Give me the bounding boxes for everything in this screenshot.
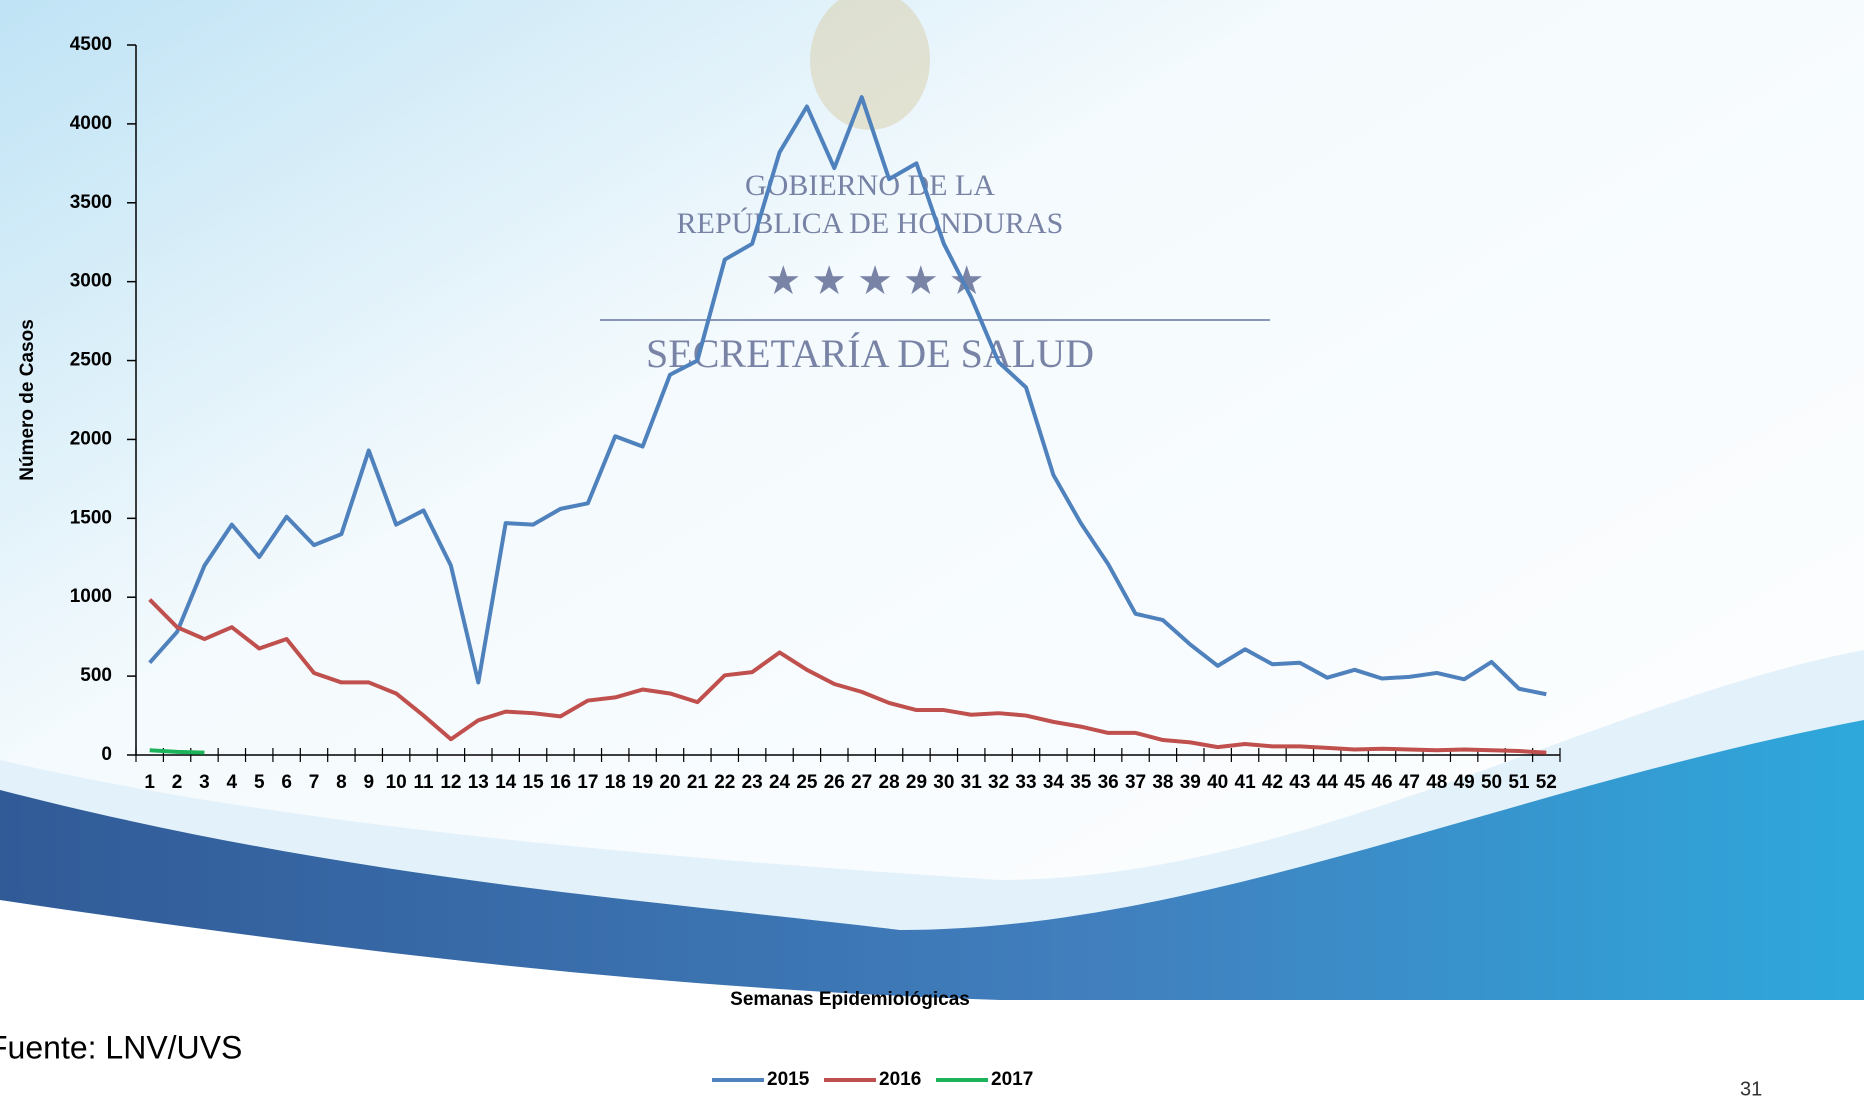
- legend-label: 2017: [991, 1069, 1033, 1090]
- x-tick-label: 2: [172, 772, 183, 793]
- x-tick-label: 34: [1043, 772, 1065, 793]
- logo-stars: ★ ★ ★ ★ ★: [765, 258, 984, 303]
- x-tick-label: 27: [851, 772, 872, 793]
- x-tick-label: 3: [199, 772, 210, 793]
- x-tick-label: 28: [879, 772, 900, 793]
- x-tick-label: 9: [363, 772, 374, 793]
- x-tick-label: 36: [1098, 772, 1119, 793]
- x-tick-label: 18: [605, 772, 626, 793]
- x-tick-label: 25: [796, 772, 818, 793]
- logo-text: GOBIERNO DE LA: [745, 169, 995, 202]
- x-tick-label: 45: [1344, 772, 1366, 793]
- page-number: 31: [1740, 1078, 1762, 1099]
- x-tick-label: 20: [659, 772, 680, 793]
- x-tick-label: 47: [1399, 772, 1420, 793]
- x-tick-label: 43: [1289, 772, 1310, 793]
- x-tick-label: 42: [1262, 772, 1283, 793]
- x-tick-label: 49: [1454, 772, 1475, 793]
- x-tick-label: 39: [1180, 772, 1201, 793]
- legend-label: 2016: [879, 1069, 921, 1090]
- x-tick-label: 38: [1152, 772, 1173, 793]
- x-tick-label: 37: [1125, 772, 1146, 793]
- x-tick-label: 46: [1371, 772, 1392, 793]
- x-tick-label: 33: [1015, 772, 1036, 793]
- x-tick-label: 23: [742, 772, 763, 793]
- x-tick-label: 32: [988, 772, 1009, 793]
- x-tick-label: 19: [632, 772, 653, 793]
- y-tick-label: 3500: [70, 192, 112, 213]
- x-axis-title: Semanas Epidemiológicas: [730, 989, 970, 1010]
- x-tick-label: 26: [824, 772, 845, 793]
- logo-text: SECRETARÍA DE SALUD: [646, 331, 1094, 376]
- x-tick-label: 7: [309, 772, 320, 793]
- source: Fuente: LNV/UVS: [0, 1029, 242, 1065]
- x-tick-label: 6: [281, 772, 292, 793]
- y-tick-label: 500: [80, 665, 112, 686]
- x-tick-label: 30: [933, 772, 954, 793]
- y-tick-label: 2000: [70, 428, 112, 449]
- y-axis-title: Número de Casos: [17, 319, 38, 481]
- x-tick-label: 41: [1235, 772, 1257, 793]
- x-tick-label: 31: [961, 772, 983, 793]
- x-tick-label: 17: [577, 772, 598, 793]
- y-tick-label: 1500: [70, 507, 112, 528]
- slide: GOBIERNO DE LA REPÚBLICA DE HONDURAS ★ ★…: [0, 0, 1864, 1099]
- y-tick-label: 4000: [70, 113, 112, 134]
- x-tick-label: 4: [227, 772, 238, 793]
- x-tick-label: 52: [1536, 772, 1557, 793]
- legend-label: 2015: [767, 1069, 810, 1090]
- x-tick-label: 16: [550, 772, 571, 793]
- logo-text: REPÚBLICA DE HONDURAS: [677, 207, 1064, 240]
- x-tick-label: 24: [769, 772, 791, 793]
- x-tick-label: 11: [413, 772, 434, 793]
- x-tick-label: 40: [1207, 772, 1228, 793]
- x-tick-label: 13: [468, 772, 489, 793]
- x-tick-label: 21: [687, 772, 709, 793]
- x-tick-label: 50: [1481, 772, 1502, 793]
- x-tick-label: 15: [523, 772, 545, 793]
- x-tick-label: 1: [144, 772, 155, 793]
- y-tick-label: 2500: [70, 350, 112, 371]
- x-tick-label: 22: [714, 772, 735, 793]
- x-tick-label: 12: [440, 772, 461, 793]
- x-tick-label: 44: [1317, 772, 1339, 793]
- x-tick-label: 5: [254, 772, 265, 793]
- x-tick-label: 51: [1508, 772, 1530, 793]
- x-tick-label: 35: [1070, 772, 1092, 793]
- x-tick-label: 14: [495, 772, 517, 793]
- x-tick-label: 8: [336, 772, 347, 793]
- x-tick-label: 48: [1426, 772, 1447, 793]
- y-tick-label: 1000: [70, 586, 112, 607]
- y-tick-label: 3000: [70, 271, 112, 292]
- x-tick-label: 10: [386, 772, 407, 793]
- series-line: [150, 750, 205, 752]
- y-tick-label: 0: [101, 744, 112, 765]
- x-tick-label: 29: [906, 772, 927, 793]
- y-tick-label: 4500: [70, 34, 112, 55]
